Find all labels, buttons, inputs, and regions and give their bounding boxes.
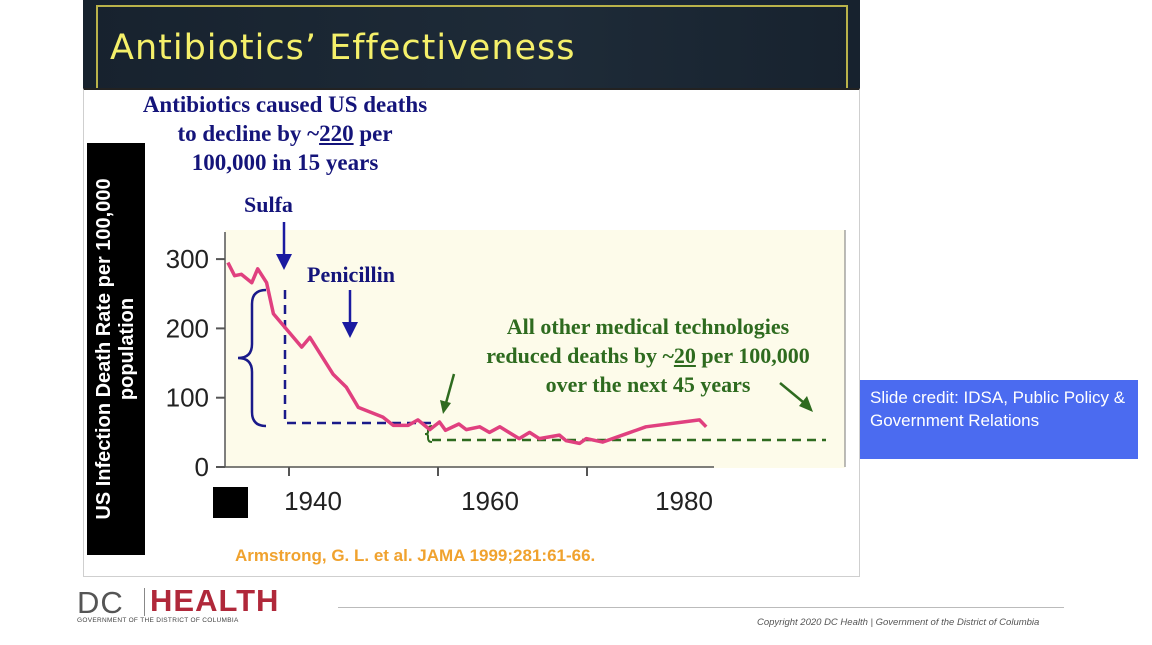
penicillin-arrow-icon xyxy=(342,290,358,338)
logo-subtitle: GOVERNMENT OF THE DISTRICT OF COLUMBIA xyxy=(77,617,239,624)
title-banner xyxy=(83,0,860,88)
green-arrow-right-icon xyxy=(779,382,813,412)
headline-text: Antibiotics caused US deaths to decline … xyxy=(142,92,428,146)
green-note-text: reduced deaths by ~ xyxy=(486,343,674,368)
sulfa-arrow-icon xyxy=(276,222,292,270)
headline-value: 220 xyxy=(319,121,354,146)
logo-dc: DC xyxy=(77,585,124,620)
axes: 0 100 200 300 1940 1960 1980 xyxy=(166,230,846,516)
antibiotic-decline-dashed-line xyxy=(283,290,432,425)
logo-separator xyxy=(144,588,145,616)
green-note-value: 20 xyxy=(673,343,696,368)
green-note-line-2: reduced deaths by ~20 per 100,000 xyxy=(448,341,848,370)
sulfa-label: Sulfa xyxy=(244,192,293,217)
plot-background xyxy=(225,230,845,468)
x-tick-label: 1980 xyxy=(655,486,713,516)
arrows xyxy=(276,222,813,414)
green-note-line-3: over the next 45 years xyxy=(545,372,751,397)
copyright: Copyright 2020 DC Health | Government of… xyxy=(757,617,1040,628)
logo-health: HEALTH xyxy=(150,583,280,618)
other-tech-annotation: All other medical technologies reduced d… xyxy=(448,312,848,399)
x-tick-label: 1960 xyxy=(461,486,519,516)
penicillin-label: Penicillin xyxy=(307,262,395,287)
slide-credit-box: Slide credit: IDSA, Public Policy & Gove… xyxy=(860,380,1138,459)
title-frame xyxy=(96,5,848,95)
black-square xyxy=(213,487,248,518)
headline-annotation: Antibiotics caused US deaths to decline … xyxy=(140,90,430,177)
y-tick-label: 300 xyxy=(166,244,209,274)
series-line-death-rate xyxy=(226,261,708,446)
slide-title: Antibiotics’ Effectiveness xyxy=(110,28,576,68)
green-arrow-left-icon xyxy=(440,373,456,414)
y-axis-label: US Infection Death Rate per 100,000 popu… xyxy=(93,178,138,520)
footer-divider xyxy=(338,607,1064,608)
headline-tail: per 100,000 in 15 years xyxy=(191,121,393,175)
citation: Armstrong, G. L. et al. JAMA 1999;281:61… xyxy=(235,546,596,565)
y-tick-label: 200 xyxy=(166,313,209,343)
y-axis-label-box xyxy=(87,143,145,555)
y-tick-label: 100 xyxy=(166,383,209,413)
blue-brace xyxy=(237,288,267,428)
y-tick-label: 0 xyxy=(195,452,209,482)
green-note-tail: per 100,000 xyxy=(695,343,810,368)
x-tick-label: 1940 xyxy=(284,486,342,516)
green-note-line-1: All other medical technologies xyxy=(506,314,790,339)
